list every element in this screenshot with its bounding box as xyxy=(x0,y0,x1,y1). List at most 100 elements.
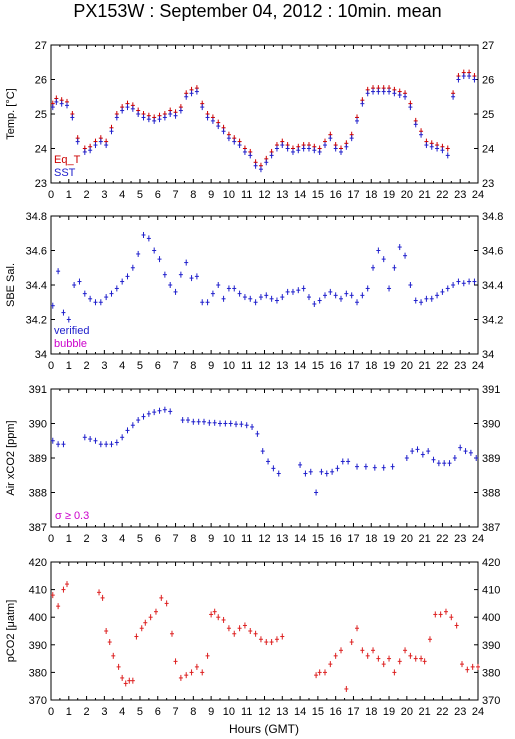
data-point xyxy=(340,458,345,465)
x-tick-label: 17 xyxy=(347,706,359,718)
y-tick-label: 34.4 xyxy=(26,280,47,292)
data-point xyxy=(397,658,402,665)
data-point xyxy=(317,297,322,304)
data-point xyxy=(104,628,109,634)
x-tick-label: 21 xyxy=(419,360,431,372)
data-point xyxy=(322,142,327,149)
data-point xyxy=(162,406,167,413)
data-point xyxy=(276,470,281,477)
data-point xyxy=(296,287,301,294)
x-tick-label: 19 xyxy=(383,533,395,545)
y-tick-label: 26 xyxy=(35,75,47,87)
x-tick-label: 0 xyxy=(48,706,54,718)
x-tick-label: 14 xyxy=(294,706,306,718)
data-point xyxy=(365,285,370,292)
legend-entry: verified xyxy=(54,325,89,337)
x-tick-label: 16 xyxy=(330,706,342,718)
x-tick-label: 18 xyxy=(365,189,377,201)
data-point xyxy=(371,647,376,654)
y-tick-label-right: 34.4 xyxy=(482,280,503,292)
x-tick-label: 17 xyxy=(347,360,359,372)
x-tick-label: 17 xyxy=(347,533,359,545)
data-point xyxy=(232,630,237,637)
data-point xyxy=(109,290,114,297)
data-point xyxy=(271,465,276,472)
x-tick-label: 8 xyxy=(190,533,196,545)
data-point xyxy=(360,100,365,107)
data-point xyxy=(371,88,376,95)
panel-1: 0 1 2 3 4 5 6 7 8 9 10 11 12 13 14 15 16 17 18 19 20 21 22 23 24… xyxy=(5,40,494,201)
data-point xyxy=(308,468,313,475)
x-tick-label: 6 xyxy=(155,360,161,372)
y-tick-label: 24 xyxy=(35,144,47,156)
data-point xyxy=(196,418,201,425)
legend-entry: SST xyxy=(54,167,76,179)
data-point xyxy=(114,439,119,446)
x-tick-label: 8 xyxy=(190,706,196,718)
data-point xyxy=(77,278,82,285)
data-point xyxy=(397,244,402,251)
data-point xyxy=(173,288,178,295)
y-tick-label-right: 24 xyxy=(482,144,494,156)
data-point xyxy=(146,235,151,242)
data-point xyxy=(253,630,258,637)
data-point xyxy=(253,162,258,169)
data-point xyxy=(298,461,303,468)
y-tick-label-right: 389 xyxy=(482,453,500,465)
data-point xyxy=(250,423,255,430)
x-tick-label: 10 xyxy=(223,189,235,201)
x-tick-label: 15 xyxy=(312,360,324,372)
y-tick-label: 387 xyxy=(29,522,47,534)
data-point xyxy=(88,147,93,154)
data-point xyxy=(216,123,221,130)
x-tick-label: 8 xyxy=(190,360,196,372)
y-tick-label-right: 27 xyxy=(482,40,494,52)
data-point xyxy=(355,463,360,470)
data-point xyxy=(210,117,215,124)
data-point xyxy=(173,112,178,119)
data-point xyxy=(130,264,135,271)
x-tick-label: 7 xyxy=(172,533,178,545)
data-point xyxy=(443,608,448,615)
data-point xyxy=(234,421,239,428)
x-tick-label: 4 xyxy=(119,533,125,545)
data-point xyxy=(189,90,194,97)
y-tick-label-right: 34.6 xyxy=(482,246,503,258)
data-point xyxy=(226,285,231,292)
data-point xyxy=(221,295,226,302)
data-point xyxy=(114,285,119,292)
data-point xyxy=(381,256,386,263)
data-point xyxy=(143,619,148,626)
data-point xyxy=(355,117,360,124)
data-point xyxy=(157,116,162,123)
data-point xyxy=(152,117,157,124)
data-point xyxy=(223,420,228,427)
data-point xyxy=(61,309,66,316)
x-tick-label: 12 xyxy=(258,706,270,718)
y-tick-label: 25 xyxy=(35,109,47,121)
data-point xyxy=(173,658,178,665)
data-point xyxy=(426,448,431,455)
data-point xyxy=(70,114,75,121)
x-tick-label: 24 xyxy=(472,360,484,372)
data-point xyxy=(330,468,335,475)
data-point xyxy=(242,294,247,301)
data-point xyxy=(258,636,263,643)
data-point xyxy=(93,437,98,444)
data-point xyxy=(328,661,333,668)
x-tick-label: 7 xyxy=(172,189,178,201)
data-point xyxy=(314,672,319,679)
data-point xyxy=(75,138,80,145)
x-tick-label: 20 xyxy=(401,189,413,201)
x-tick-label: 6 xyxy=(155,706,161,718)
data-point xyxy=(56,441,61,448)
data-point xyxy=(123,680,128,687)
data-point xyxy=(280,633,285,640)
data-point xyxy=(442,460,447,467)
series-1 xyxy=(50,406,479,496)
x-tick-label: 7 xyxy=(172,360,178,372)
data-point xyxy=(403,647,408,654)
x-tick-label: 15 xyxy=(312,533,324,545)
data-point xyxy=(82,434,87,441)
x-tick-label: 9 xyxy=(208,360,214,372)
